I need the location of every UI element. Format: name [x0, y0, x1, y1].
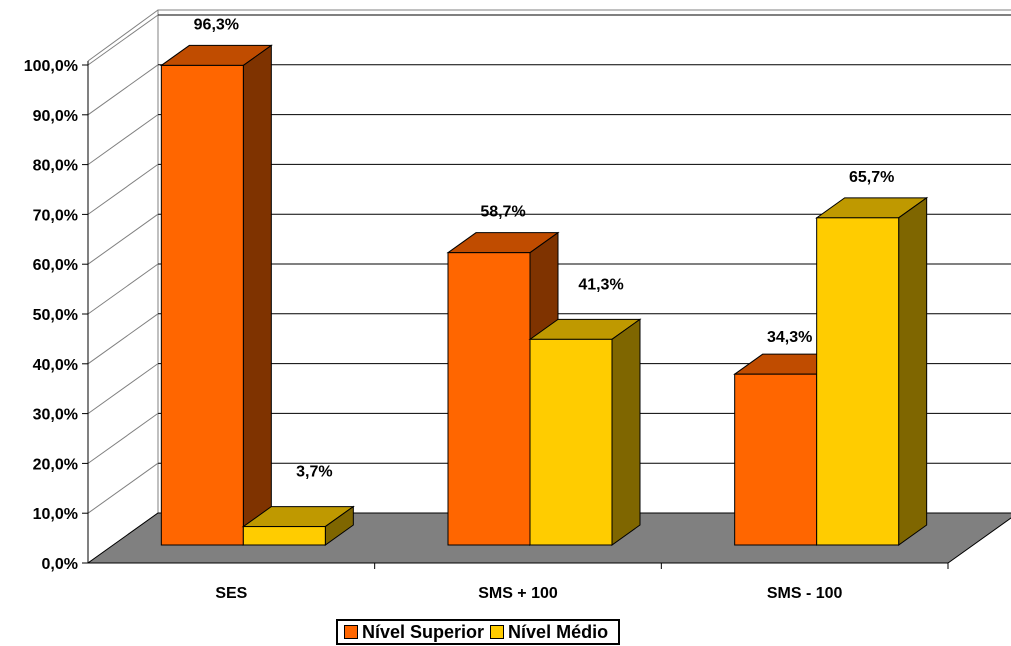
data-label-nivel-superior-ses: 96,3%	[194, 16, 239, 33]
gridline-side	[87, 114, 159, 166]
bar-nivel-superior-ses-side	[242, 44, 272, 546]
axes	[82, 61, 949, 569]
gridline-side	[87, 263, 159, 315]
y-tick-label: 80,0%	[33, 158, 78, 175]
bar-nivel-medio-sms-100	[528, 318, 642, 546]
gridline-side	[87, 462, 159, 514]
bar-nivel-superior-sms-100-front	[447, 252, 531, 546]
gridline-side	[87, 313, 159, 365]
bar-nivel-superior-sms-100-front	[734, 373, 818, 546]
legend-item-nivel-superior: Nível Superior	[344, 622, 484, 643]
y-tick-label: 70,0%	[33, 207, 78, 224]
gridline-side	[87, 363, 159, 415]
gridline-side	[87, 64, 159, 116]
legend: Nível Superior Nível Médio	[336, 619, 621, 645]
category-label-sms-100: SMS - 100	[767, 585, 843, 602]
x-tick-labels: SES SMS + 100 SMS - 100	[215, 585, 842, 602]
data-label-nivel-medio-sms-100: 65,7%	[849, 169, 894, 186]
bar-nivel-medio-ses	[241, 505, 355, 546]
data-labels: 96,3% 3,7% 58,7% 41,3% 34,3% 65,7%	[194, 16, 895, 480]
y-tick-label: 10,0%	[33, 506, 78, 523]
legend-item-nivel-medio: Nível Médio	[490, 622, 608, 643]
bar-nivel-medio-ses-front	[242, 526, 326, 546]
bars	[159, 44, 929, 546]
data-label-nivel-medio-ses: 3,7%	[296, 464, 332, 481]
y-tick-label: 50,0%	[33, 307, 78, 324]
gridline-side	[87, 14, 159, 66]
data-label-nivel-superior-sms-100: 34,3%	[767, 329, 812, 346]
bar-nivel-medio-sms-100-side	[611, 318, 641, 546]
bar-nivel-superior-ses	[159, 44, 273, 546]
bar-nivel-superior-ses-front	[160, 64, 244, 546]
bar-nivel-medio-sms-100	[815, 196, 929, 546]
y-tick-label: 90,0%	[33, 108, 78, 125]
side-wall-edge	[87, 9, 159, 62]
y-tick-label: 20,0%	[33, 456, 78, 473]
y-tick-label: 40,0%	[33, 357, 78, 374]
gridline-side	[87, 163, 159, 215]
category-label-sms-100: SMS + 100	[478, 585, 558, 602]
category-label-ses: SES	[215, 585, 247, 602]
y-tick-label: 30,0%	[33, 407, 78, 424]
data-label-nivel-medio-sms-100: 41,3%	[578, 276, 623, 293]
gridline-side	[87, 412, 159, 464]
legend-swatch-nivel-medio	[490, 625, 505, 639]
bar-nivel-medio-sms-100-side	[898, 196, 928, 546]
bar-nivel-medio-sms-100-front	[529, 338, 613, 546]
legend-label-nivel-medio: Nível Médio	[508, 621, 609, 642]
y-tick-label: 60,0%	[33, 257, 78, 274]
legend-swatch-nivel-superior	[344, 625, 358, 639]
data-label-nivel-superior-sms-100: 58,7%	[480, 204, 525, 221]
legend-label-nivel-superior: Nível Superior	[362, 621, 485, 642]
y-tick-labels: 0,0% 10,0% 20,0% 30,0% 40,0% 50,0% 60,0% 70,0% 8…	[24, 58, 78, 573]
gridline-side	[87, 213, 159, 265]
y-tick-label: 100,0%	[24, 58, 78, 75]
bar-nivel-medio-sms-100-front	[816, 217, 900, 546]
y-tick-label: 0,0%	[42, 556, 78, 573]
